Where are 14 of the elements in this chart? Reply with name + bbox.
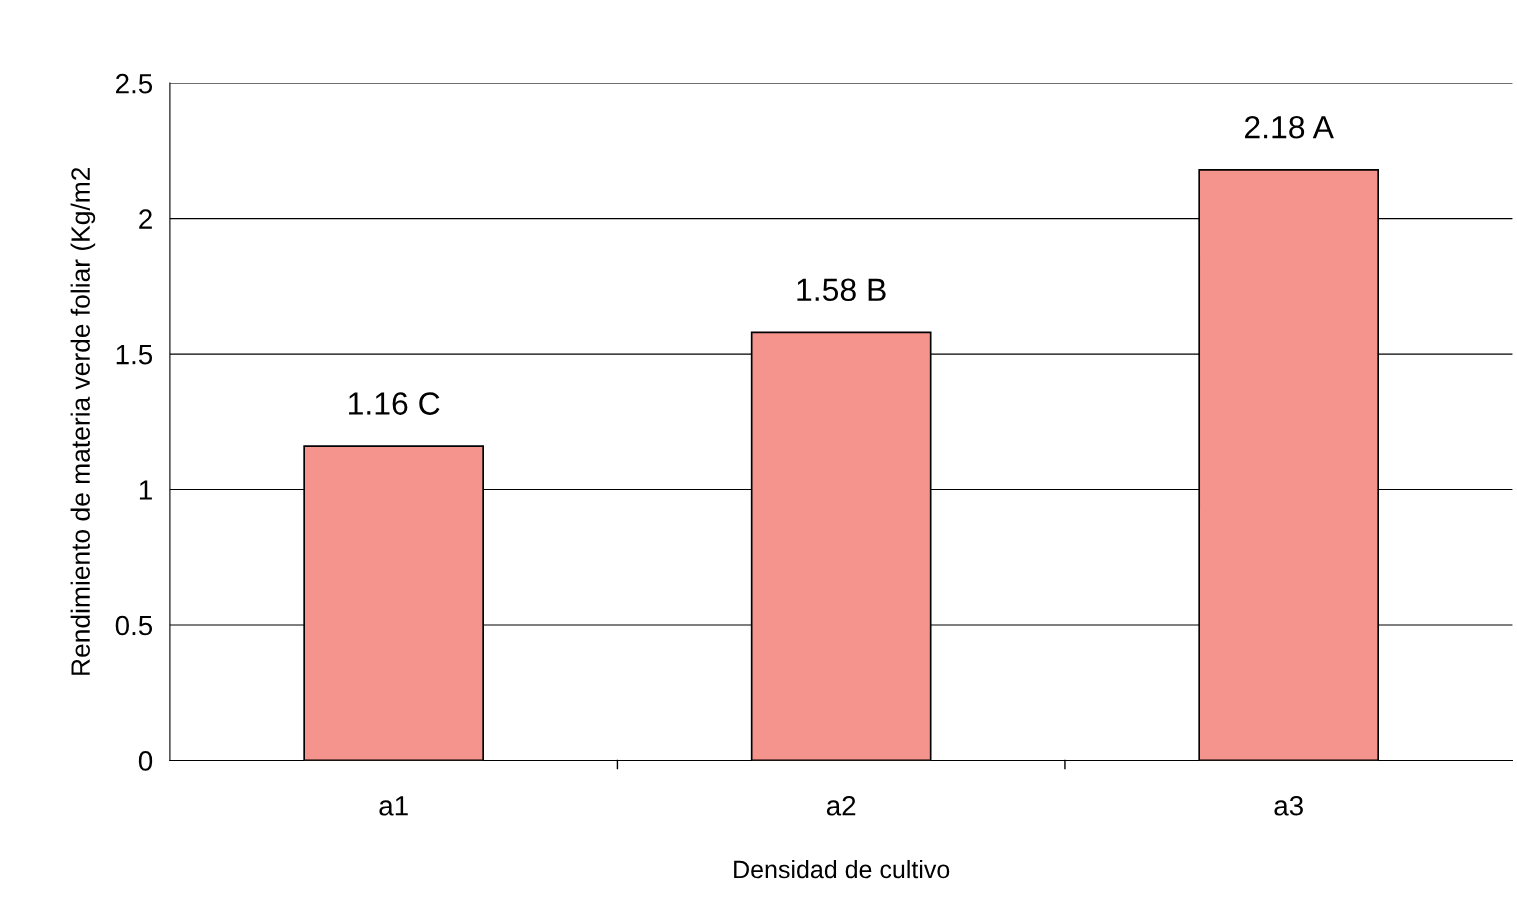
data-label: 1.58 B	[797, 278, 886, 302]
data-label: 1.16 C	[349, 392, 440, 415]
x-tick-label: a1	[379, 796, 408, 816]
y-tick-label: 1	[139, 480, 152, 500]
y-tick-label: 2	[139, 209, 152, 229]
y-axis-title: Rendimiento de materia verde foliar (Kg/m2	[70, 167, 96, 675]
data-label: 2.18 A	[1245, 115, 1334, 139]
y-tick-label: 1.5	[116, 345, 153, 365]
x-tick-label: a2	[826, 795, 856, 816]
y-tick-label: 2.5	[116, 73, 153, 94]
x-tick-label: a3	[1274, 795, 1303, 816]
y-tick-label: 0.5	[115, 615, 153, 636]
y-tick-label: 0	[138, 751, 153, 771]
x-axis-title: Densidad de cultivo	[734, 859, 950, 879]
